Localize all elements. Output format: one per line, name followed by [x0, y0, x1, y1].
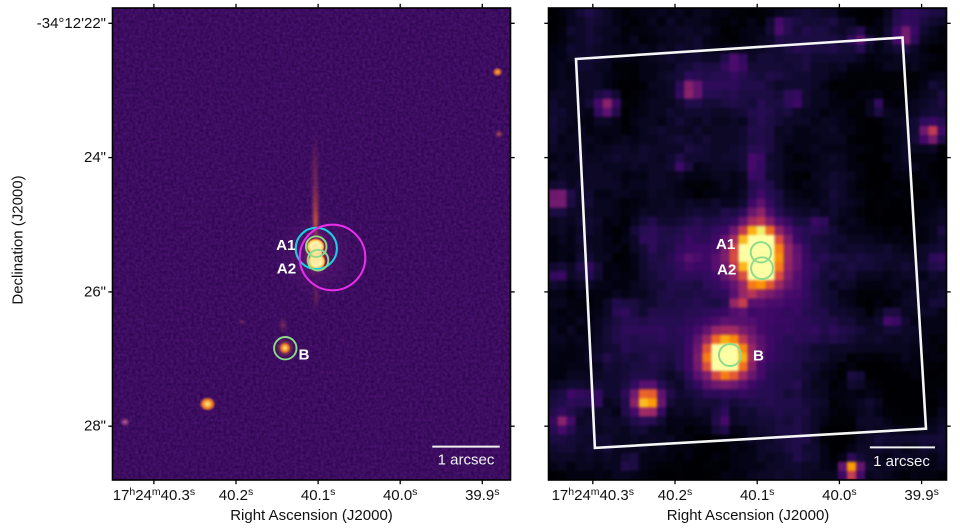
svg-text:Right Ascension (J2000): Right Ascension (J2000): [667, 507, 830, 524]
svg-text:Right Ascension (J2000): Right Ascension (J2000): [230, 507, 393, 524]
svg-text:A2: A2: [277, 261, 296, 278]
svg-text:24": 24": [84, 149, 106, 166]
svg-text:17h24m40.3s: 17h24m40.3s: [552, 486, 634, 504]
svg-text:17h24m40.3s: 17h24m40.3s: [113, 486, 195, 504]
svg-text:A2: A2: [717, 261, 736, 278]
svg-text:1 arcsec: 1 arcsec: [873, 453, 930, 470]
svg-text:40.1s: 40.1s: [301, 486, 335, 504]
svg-text:39.9s: 39.9s: [465, 486, 499, 504]
svg-text:A1: A1: [276, 237, 296, 254]
svg-text:40.1s: 40.1s: [740, 486, 774, 504]
svg-text:-34°12'22": -34°12'22": [37, 15, 106, 32]
svg-text:40.0s: 40.0s: [383, 486, 417, 504]
svg-text:40.2s: 40.2s: [658, 486, 692, 504]
svg-text:A1: A1: [716, 236, 736, 253]
svg-text:26": 26": [84, 283, 106, 300]
svg-text:1 arcsec: 1 arcsec: [438, 452, 495, 469]
svg-text:40.2s: 40.2s: [219, 486, 253, 504]
svg-text:B: B: [753, 348, 764, 365]
svg-text:28": 28": [84, 418, 106, 435]
svg-text:39.9s: 39.9s: [904, 486, 938, 504]
svg-text:40.0s: 40.0s: [822, 486, 856, 504]
svg-text:Declination (J2000): Declination (J2000): [10, 175, 27, 304]
svg-text:B: B: [299, 347, 310, 364]
